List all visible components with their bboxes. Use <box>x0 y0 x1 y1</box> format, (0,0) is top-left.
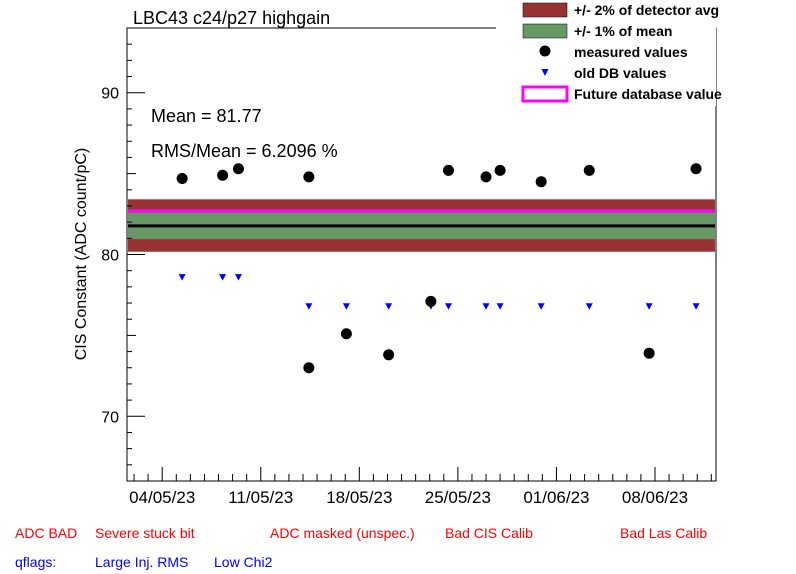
y-axis-label: CIS Constant (ADC count/pC) <box>73 148 90 361</box>
flag-bad-cis-calib: Bad CIS Calib <box>445 525 533 541</box>
measured-point <box>494 164 506 176</box>
measured-point <box>480 171 492 183</box>
measured-point <box>442 164 454 176</box>
mean-label: Mean = 81.77 <box>151 106 262 126</box>
measured-point <box>232 163 244 175</box>
old-db-point <box>178 274 186 281</box>
old-db-point <box>385 303 393 310</box>
y-tick-label: 80 <box>101 248 119 265</box>
y-tick-label: 70 <box>101 409 119 426</box>
old-db-point <box>234 274 242 281</box>
qflags-label: qflags: <box>15 554 57 570</box>
legend-label-mean: +/- 1% of mean <box>574 23 672 39</box>
old-db-point <box>342 303 350 310</box>
legend-swatch-detector-avg <box>522 2 568 18</box>
flag-bad-las-calib: Bad Las Calib <box>620 525 708 541</box>
flag-adc-masked: ADC masked (unspec.) <box>270 525 415 541</box>
measured-point <box>425 295 437 307</box>
x-tick-label: 11/05/23 <box>228 488 293 507</box>
legend: +/- 2% of detector avg +/- 1% of mean me… <box>496 0 722 106</box>
old-db-point <box>645 303 653 310</box>
rms-mean-label: RMS/Mean = 6.2096 % <box>151 141 338 161</box>
measured-point <box>303 171 315 183</box>
x-tick-label: 08/06/23 <box>622 488 688 507</box>
legend-swatch-future-db <box>521 85 569 103</box>
legend-label-measured: measured values <box>574 44 688 60</box>
legend-label-future-db: Future database value <box>574 86 722 102</box>
legend-marker-old-db <box>541 69 549 76</box>
old-db-point <box>305 303 313 310</box>
old-db-point <box>692 303 700 310</box>
points-layer <box>176 163 702 374</box>
measured-point <box>176 172 188 184</box>
flag-large-inj-rms: Large Inj. RMS <box>95 554 189 570</box>
measured-point <box>535 176 547 188</box>
measured-point <box>643 347 655 359</box>
axes-layer: 70 80 90 04/05/23 11/05/23 18/05/23 25/05/23 01… <box>101 27 712 507</box>
y-tick-label: 90 <box>101 86 119 103</box>
measured-point <box>690 163 702 175</box>
x-tick-label: 25/05/23 <box>425 488 491 507</box>
legend-marker-measured <box>539 45 551 57</box>
old-db-point <box>585 303 593 310</box>
legend-swatch-mean <box>522 23 568 39</box>
legend-label-detector-avg: +/- 2% of detector avg <box>574 2 719 18</box>
measured-point <box>383 349 395 361</box>
measured-point <box>583 164 595 176</box>
old-db-point <box>496 303 504 310</box>
old-db-point <box>482 303 490 310</box>
legend-label-old-db: old DB values <box>574 65 667 81</box>
measured-point <box>303 362 315 374</box>
flag-adc-bad: ADC BAD <box>15 525 78 541</box>
old-db-point <box>444 303 452 310</box>
x-tick-label: 01/06/23 <box>523 488 589 507</box>
x-tick-label: 04/05/23 <box>129 488 195 507</box>
old-db-point <box>219 274 227 281</box>
flag-low-chi2: Low Chi2 <box>214 554 273 570</box>
flag-severe-stuck-bit: Severe stuck bit <box>95 525 195 541</box>
chart-title: LBC43 c24/p27 highgain <box>133 8 330 28</box>
measured-point <box>340 328 352 340</box>
old-db-point <box>537 303 545 310</box>
x-tick-label: 18/05/23 <box>326 488 392 507</box>
measured-point <box>217 169 229 181</box>
bands-layer <box>128 199 715 252</box>
